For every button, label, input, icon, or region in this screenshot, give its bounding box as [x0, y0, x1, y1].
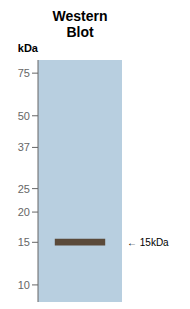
html-text:kDa: kDa: [17, 42, 38, 54]
svg-text:20: 20: [18, 206, 30, 218]
svg-text:← 15kDa: ← 15kDa: [127, 237, 169, 248]
svg-text:75: 75: [18, 67, 30, 79]
svg-text:15: 15: [18, 236, 30, 248]
svg-text:37: 37: [18, 141, 30, 153]
svg-text:50: 50: [18, 110, 30, 122]
svg-text:10: 10: [18, 279, 30, 291]
svg-text:25: 25: [18, 183, 30, 195]
html-text:Western Blot: Western Blot: [52, 8, 108, 40]
